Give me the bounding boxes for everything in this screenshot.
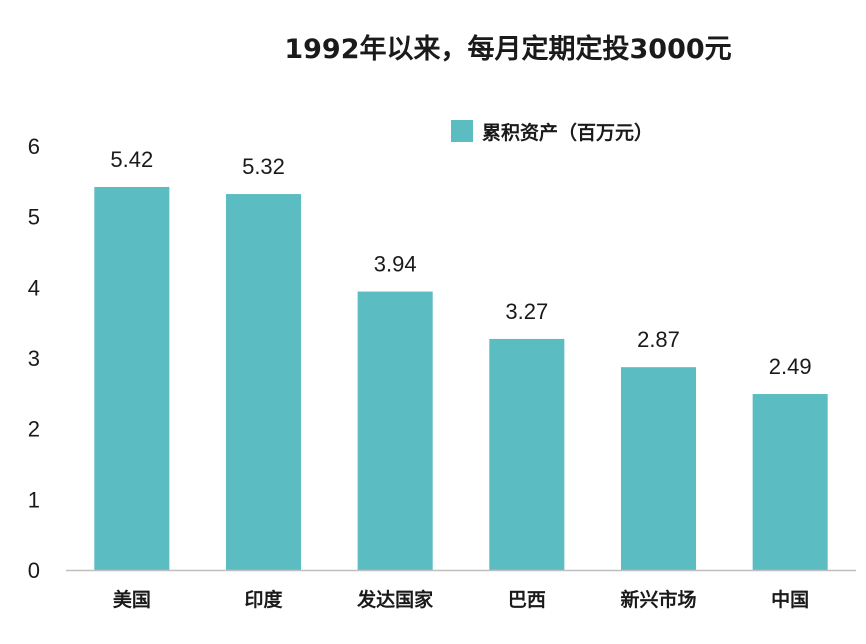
bar — [489, 338, 565, 570]
data-label: 5.42 — [110, 147, 153, 172]
chart-title: 1992年以来，每月定期定投3000元 — [284, 33, 731, 65]
data-label: 3.94 — [374, 252, 417, 277]
y-tick-label: 4 — [28, 275, 40, 300]
y-tick-label: 3 — [28, 346, 40, 371]
bar — [752, 394, 828, 570]
bar — [94, 186, 170, 570]
x-tick-label: 印度 — [244, 588, 283, 611]
data-labels: 5.42 5.32 3.94 3.27 2.87 2.49 — [110, 147, 811, 379]
y-tick-label: 6 — [28, 134, 40, 159]
y-tick-label: 0 — [28, 558, 40, 583]
legend-label: 累积资产（百万元） — [482, 121, 653, 144]
x-axis: 美国 印度 发达国家 巴西 新兴市场 中国 — [66, 569, 856, 611]
x-tick-label: 巴西 — [508, 589, 546, 611]
legend-swatch — [451, 120, 473, 142]
data-label: 5.32 — [242, 154, 285, 179]
y-axis: 0 1 2 3 4 5 6 — [28, 134, 40, 583]
y-tick-label: 2 — [28, 417, 40, 442]
x-tick-label: 新兴市场 — [620, 588, 696, 611]
x-tick-label: 中国 — [771, 588, 809, 611]
data-label: 2.87 — [637, 327, 680, 352]
legend: 累积资产（百万元） — [451, 120, 653, 144]
bar — [620, 367, 697, 570]
x-tick-label: 发达国家 — [356, 588, 434, 611]
bar — [225, 194, 302, 570]
x-tick-label: 美国 — [113, 588, 151, 611]
bars — [94, 186, 828, 570]
y-tick-label: 1 — [28, 487, 40, 512]
data-label: 3.27 — [505, 299, 548, 324]
y-tick-label: 5 — [28, 205, 40, 230]
bar — [357, 291, 433, 570]
data-label: 2.49 — [769, 354, 812, 379]
